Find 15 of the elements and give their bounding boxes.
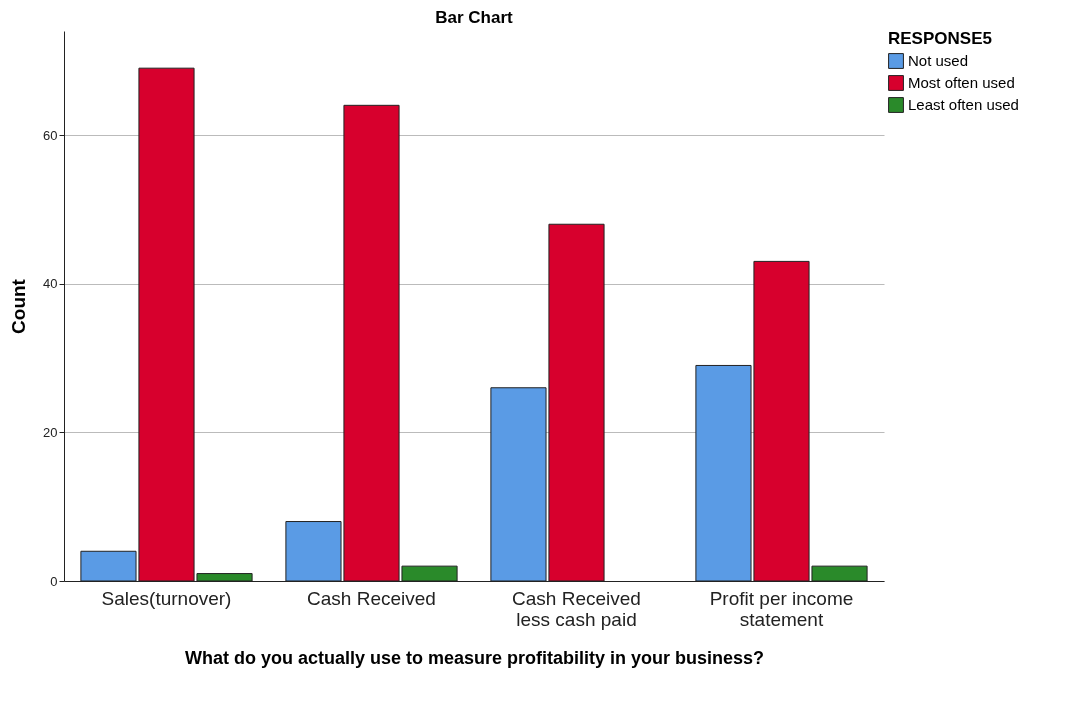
x-tick-label: Profit per income statement bbox=[709, 587, 854, 630]
x-tick-label: Cash Received bbox=[307, 587, 436, 609]
y-axis-title: Count bbox=[8, 278, 30, 334]
x-axis-title: What do you actually use to measure profitability in your business? bbox=[184, 647, 765, 668]
x-tick-label: Cash Received less cash paid bbox=[512, 587, 641, 630]
chart-title: Bar Chart bbox=[435, 8, 514, 27]
y-tick-label: 20 bbox=[43, 424, 58, 440]
legend-title: RESPONSE5 bbox=[888, 29, 992, 48]
y-tick-label: 60 bbox=[43, 127, 58, 143]
x-tick-label: Sales(turnover) bbox=[101, 587, 232, 609]
legend-label: Least often used bbox=[908, 96, 1019, 113]
legend-label: Not used bbox=[908, 52, 969, 69]
y-tick-label: 40 bbox=[43, 276, 58, 292]
legend-label: Most often used bbox=[908, 74, 1015, 91]
y-tick-label: 0 bbox=[50, 573, 58, 589]
